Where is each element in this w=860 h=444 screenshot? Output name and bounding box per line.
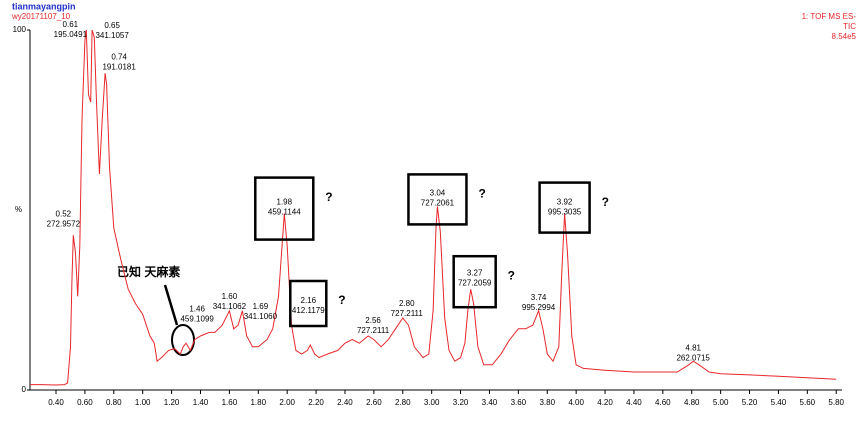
peak-mass: 727.2111: [391, 309, 424, 318]
peak-time: 3.92: [557, 198, 573, 207]
peak-time: 2.56: [365, 316, 381, 325]
y-tick-label: 100: [13, 25, 27, 34]
peak-time: 0.74: [111, 52, 127, 61]
intensity-label: 8.54e5: [832, 32, 857, 41]
x-tick-label: 4.20: [597, 398, 613, 407]
peak-mass: 727.2111: [357, 326, 390, 335]
peak-box: [407, 173, 468, 226]
peak-mass: 727.2061: [421, 199, 455, 208]
x-tick-label: 3.00: [424, 398, 440, 407]
x-tick-label: 0.60: [77, 398, 93, 407]
x-tick-label: 5.40: [771, 398, 787, 407]
x-tick-label: 4.60: [655, 398, 671, 407]
x-tick-label: 5.00: [713, 398, 729, 407]
peak-mass: 262.0715: [676, 353, 710, 362]
peak-time: 2.16: [301, 296, 317, 305]
peak-mass: 272.9572: [47, 219, 81, 228]
x-tick-label: 0.40: [48, 398, 64, 407]
peak-mass: 727.2059: [458, 278, 492, 287]
x-tick-label: 4.40: [626, 398, 642, 407]
x-tick-label: 3.20: [453, 398, 469, 407]
peak-time: 0.52: [56, 209, 72, 218]
peak-mass: 412.1179: [292, 306, 325, 315]
trace-label: TIC: [843, 22, 856, 31]
peak-box: [289, 279, 328, 328]
y-axis-label: %: [15, 205, 22, 214]
x-tick-label: 5.80: [828, 398, 844, 407]
peak-box: [538, 181, 591, 234]
x-tick-label: 2.60: [366, 398, 382, 407]
peak-time: 1.98: [277, 198, 293, 207]
peak-time: 1.46: [189, 305, 205, 314]
x-tick-label: 1.80: [250, 398, 266, 407]
peak-note: ?: [478, 187, 485, 201]
peak-box: [254, 176, 315, 241]
file-name: wy20171107_10: [11, 12, 71, 21]
x-tick-label: 2.40: [337, 398, 353, 407]
peak-time: 0.65: [104, 21, 120, 30]
peak-note: ?: [338, 293, 345, 307]
peak-time: 3.74: [531, 293, 547, 302]
peak-mass: 459.1144: [268, 208, 301, 217]
function-label: 1: TOF MS ES-: [802, 12, 857, 21]
x-tick-label: 0.80: [106, 398, 122, 407]
peak-mass: 341.1057: [95, 31, 129, 40]
peak-note: ?: [508, 268, 515, 282]
peak-time: 1.69: [253, 302, 269, 311]
peak-note: ?: [325, 190, 332, 204]
x-tick-label: 5.60: [800, 398, 816, 407]
peak-mass: 459.1099: [180, 315, 214, 324]
x-tick-label: 3.80: [539, 398, 555, 407]
x-tick-label: 3.60: [511, 398, 527, 407]
x-tick-label: 1.60: [222, 398, 238, 407]
x-tick-label: 5.20: [742, 398, 758, 407]
x-tick-label: 4.80: [684, 398, 700, 407]
peak-mass: 995.2994: [522, 303, 556, 312]
trace: [30, 29, 837, 386]
peak-time: 3.27: [467, 268, 483, 277]
peak-time: 1.60: [222, 292, 238, 301]
x-tick-label: 2.00: [279, 398, 295, 407]
peak-time: 3.04: [430, 189, 446, 198]
peak-note: ?: [602, 195, 609, 209]
peak-mass: 341.1062: [213, 302, 247, 311]
peak-time: 4.81: [685, 343, 701, 352]
y-tick-label: 0: [22, 385, 27, 394]
x-tick-label: 1.00: [135, 398, 151, 407]
peak-mass: 195.0491: [54, 30, 88, 39]
annotation: 已知 天麻素: [117, 264, 180, 279]
x-tick-label: 3.40: [482, 398, 498, 407]
x-tick-label: 1.40: [193, 398, 209, 407]
peak-mass: 191.0181: [102, 62, 136, 71]
annotation-circle: [171, 324, 195, 356]
peak-time: 0.61: [63, 20, 79, 29]
peak-mass: 995.3035: [548, 208, 582, 217]
peak-box: [452, 254, 497, 309]
x-tick-label: 1.20: [164, 398, 180, 407]
x-tick-label: 2.80: [395, 398, 411, 407]
sample-name: tianmayangpin: [12, 1, 76, 11]
annotation-pointer: [163, 284, 179, 326]
x-tick-label: 2.20: [308, 398, 324, 407]
peak-mass: 341.1060: [244, 312, 278, 321]
x-tick-label: 4.00: [568, 398, 584, 407]
peak-time: 2.80: [399, 299, 415, 308]
